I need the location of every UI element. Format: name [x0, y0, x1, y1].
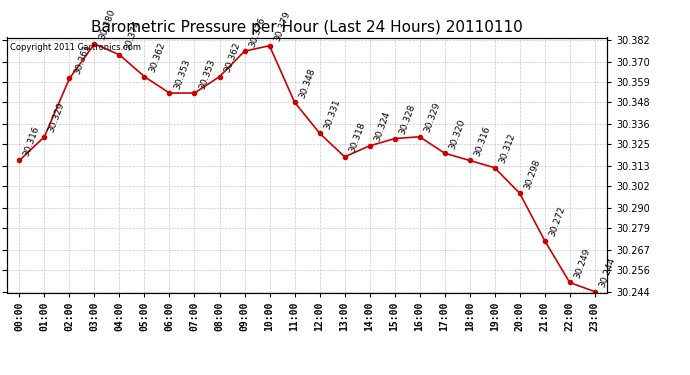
Text: 30.374: 30.374: [122, 20, 141, 52]
Text: 30.361: 30.361: [72, 43, 92, 76]
Text: 30.348: 30.348: [297, 67, 317, 99]
Text: Copyright 2011 Cartronics.com: Copyright 2011 Cartronics.com: [10, 43, 141, 52]
Text: 30.376: 30.376: [247, 16, 266, 48]
Text: 30.316: 30.316: [22, 125, 41, 158]
Text: 30.320: 30.320: [447, 118, 466, 150]
Text: 30.244: 30.244: [598, 256, 617, 289]
Text: 30.312: 30.312: [497, 132, 517, 165]
Text: 30.329: 30.329: [47, 101, 66, 134]
Text: 30.380: 30.380: [97, 8, 117, 41]
Text: 30.362: 30.362: [222, 41, 242, 74]
Text: 30.318: 30.318: [347, 121, 366, 154]
Text: 30.329: 30.329: [422, 101, 442, 134]
Text: 30.249: 30.249: [573, 247, 591, 280]
Text: 30.316: 30.316: [473, 125, 492, 158]
Title: Barometric Pressure per Hour (Last 24 Hours) 20110110: Barometric Pressure per Hour (Last 24 Ho…: [91, 20, 523, 35]
Text: 30.324: 30.324: [373, 111, 391, 143]
Text: 30.331: 30.331: [322, 98, 342, 130]
Text: 30.272: 30.272: [547, 205, 566, 238]
Text: 30.298: 30.298: [522, 158, 542, 190]
Text: 30.328: 30.328: [397, 103, 417, 136]
Text: 30.353: 30.353: [172, 57, 192, 90]
Text: 30.379: 30.379: [273, 10, 292, 43]
Text: 30.353: 30.353: [197, 57, 217, 90]
Text: 30.362: 30.362: [147, 41, 166, 74]
